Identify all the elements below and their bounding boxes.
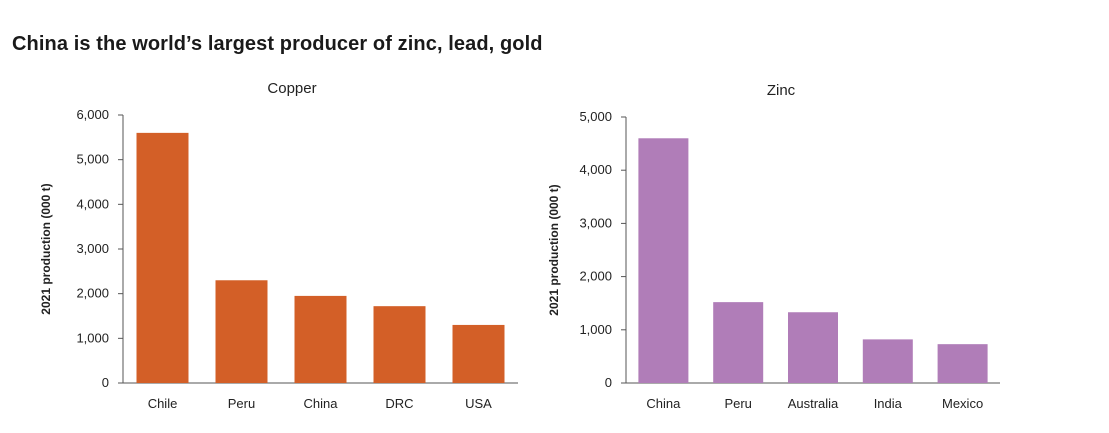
zinc-y-tick-label: 2,000 (579, 269, 612, 284)
zinc-y-tick-label: 5,000 (579, 109, 612, 124)
copper-y-axis-title: 2021 production (000 t) (39, 183, 53, 314)
zinc-bar-china (638, 138, 689, 383)
copper-category-label: USA (465, 396, 492, 411)
zinc-category-label: Peru (724, 396, 751, 411)
zinc-chart-title: Zinc (767, 82, 796, 99)
copper-bar-peru (215, 280, 268, 383)
zinc-y-tick-label: 0 (605, 375, 612, 390)
copper-chart-title: Copper (267, 80, 316, 97)
zinc-y-tick-label: 1,000 (579, 322, 612, 337)
zinc-bar-mexico (937, 344, 988, 383)
copper-bar-drc (373, 306, 426, 383)
zinc-bar-india (862, 339, 913, 383)
zinc-category-label: Australia (788, 396, 839, 411)
copper-bar-china (294, 295, 347, 383)
copper-y-tick-label: 1,000 (76, 330, 109, 345)
copper-chart: Copper 2021 production (000 t) 0 1,000 2,000… (39, 80, 518, 411)
copper-y-tick-label: 3,000 (76, 241, 109, 256)
copper-y-tick-label: 4,000 (76, 196, 109, 211)
copper-bar-chile (136, 132, 189, 383)
zinc-category-label: China (646, 396, 681, 411)
zinc-y-tick-label: 4,000 (579, 162, 612, 177)
zinc-bar-peru (713, 302, 764, 383)
copper-y-tick-label: 6,000 (76, 107, 109, 122)
zinc-y-axis-title: 2021 production (000 t) (547, 184, 561, 315)
zinc-bar-australia (788, 312, 838, 383)
copper-category-label: DRC (385, 396, 413, 411)
copper-category-label: China (304, 396, 339, 411)
copper-y-tick-label: 0 (102, 375, 109, 390)
copper-y-tick-label: 2,000 (76, 286, 109, 301)
zinc-chart: Zinc 2021 production (000 t) 0 1,000 2,000 3,… (547, 82, 1000, 411)
zinc-category-label: India (874, 396, 903, 411)
copper-category-label: Peru (228, 396, 255, 411)
zinc-y-tick-label: 3,000 (579, 215, 612, 230)
headline: China is the world’s largest producer of… (12, 33, 543, 55)
copper-y-tick-label: 5,000 (76, 152, 109, 167)
copper-bar-usa (452, 324, 505, 383)
copper-category-label: Chile (148, 396, 178, 411)
zinc-category-label: Mexico (942, 396, 983, 411)
